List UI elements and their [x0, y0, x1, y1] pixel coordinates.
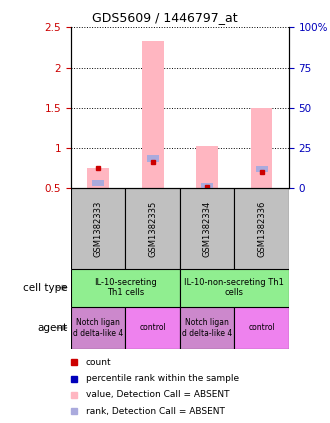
- Text: IL-10-non-secreting Th1
cells: IL-10-non-secreting Th1 cells: [184, 278, 284, 297]
- Text: control: control: [139, 323, 166, 332]
- Bar: [180, 269, 289, 307]
- Bar: [87, 168, 109, 188]
- Text: Notch ligan
d delta-like 4: Notch ligan d delta-like 4: [182, 318, 232, 338]
- Text: value, Detection Call = ABSENT: value, Detection Call = ABSENT: [86, 390, 229, 399]
- Bar: [125, 188, 180, 269]
- Bar: [255, 166, 268, 172]
- Text: GDS5609 / 1446797_at: GDS5609 / 1446797_at: [92, 11, 238, 24]
- Bar: [180, 307, 234, 349]
- Text: Notch ligan
d delta-like 4: Notch ligan d delta-like 4: [73, 318, 123, 338]
- Text: GSM1382334: GSM1382334: [203, 201, 212, 256]
- Bar: [71, 307, 125, 349]
- Text: cell type: cell type: [23, 283, 68, 293]
- Text: GSM1382336: GSM1382336: [257, 200, 266, 257]
- Bar: [251, 108, 273, 188]
- Bar: [196, 146, 218, 188]
- Text: GSM1382335: GSM1382335: [148, 201, 157, 256]
- Text: GSM1382333: GSM1382333: [94, 200, 103, 257]
- Bar: [201, 183, 213, 188]
- Text: IL-10-secreting
Th1 cells: IL-10-secreting Th1 cells: [94, 278, 157, 297]
- Text: rank, Detection Call = ABSENT: rank, Detection Call = ABSENT: [86, 407, 225, 416]
- Bar: [92, 180, 104, 186]
- Text: control: control: [248, 323, 275, 332]
- Bar: [125, 307, 180, 349]
- Text: percentile rank within the sample: percentile rank within the sample: [86, 374, 239, 383]
- Bar: [147, 155, 159, 162]
- Bar: [180, 188, 234, 269]
- Bar: [71, 188, 125, 269]
- Bar: [71, 269, 180, 307]
- Bar: [234, 188, 289, 269]
- Text: agent: agent: [38, 323, 68, 333]
- Bar: [142, 41, 164, 188]
- Text: count: count: [86, 358, 112, 367]
- Bar: [234, 307, 289, 349]
